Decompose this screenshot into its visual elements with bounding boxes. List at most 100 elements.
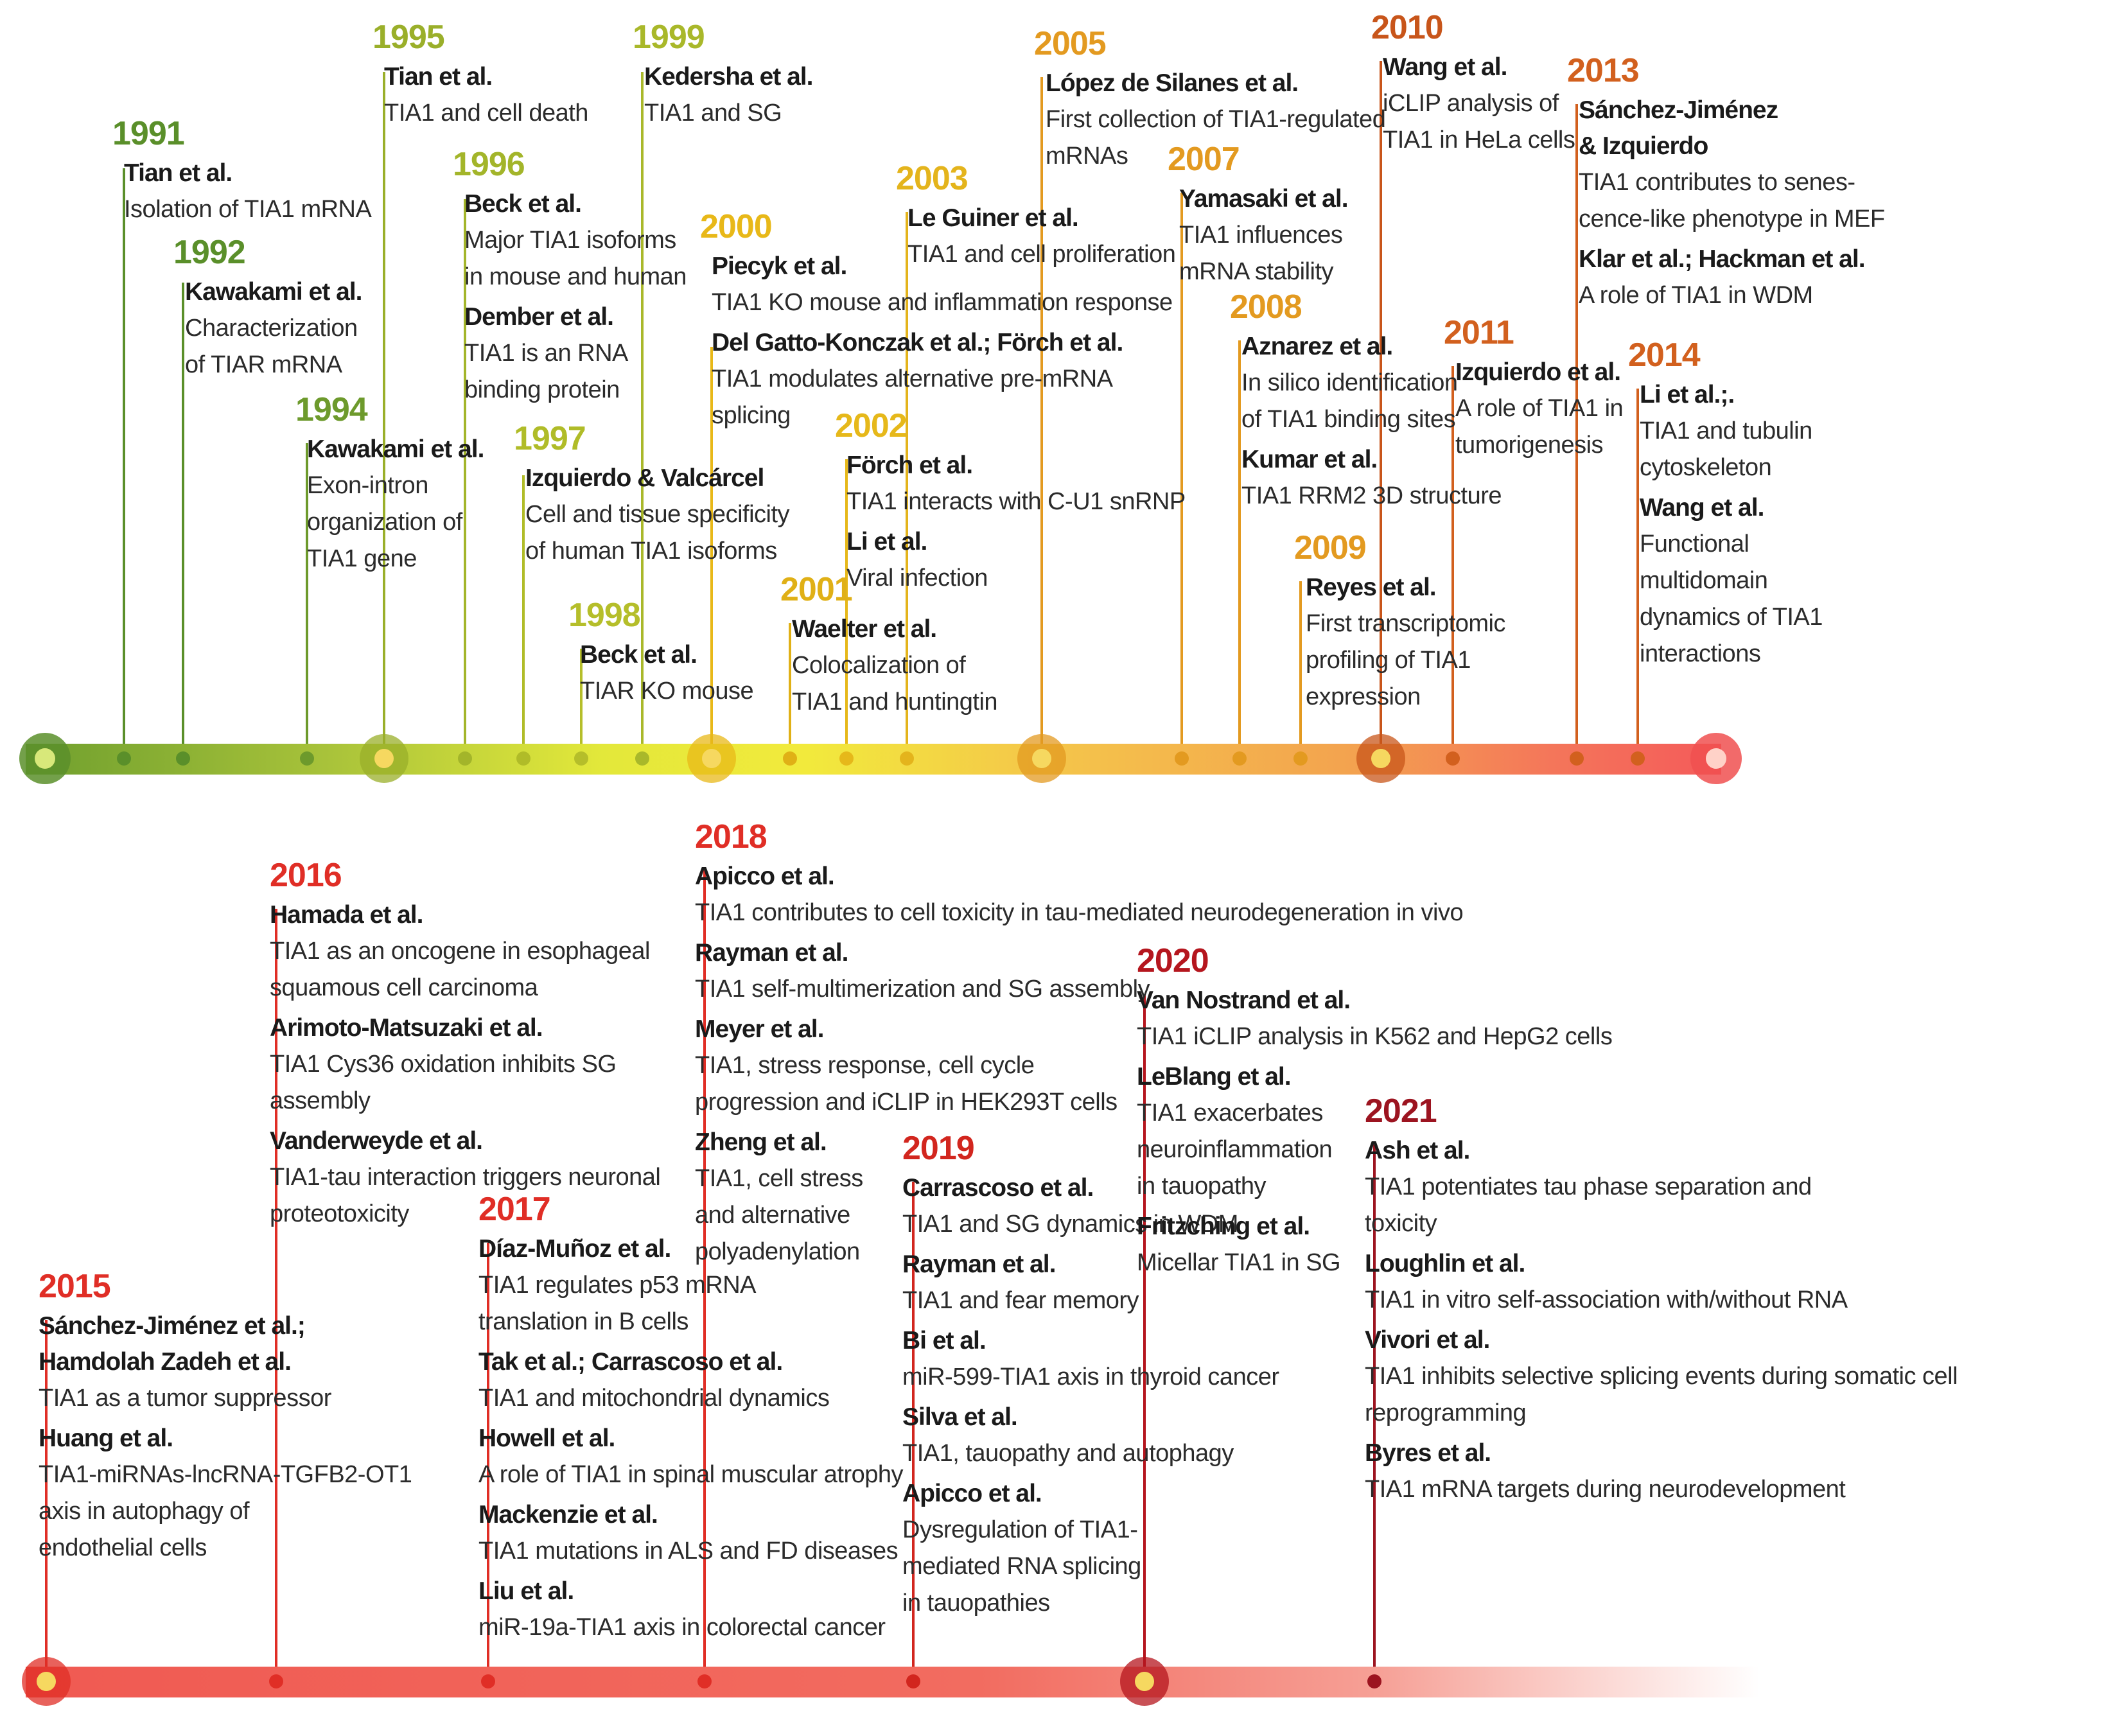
event-2005: 2005 López de Silanes et al. First collect… xyxy=(1034,26,1386,175)
publication-description: TIAR KO mouse xyxy=(580,678,754,705)
event-1998: 1998 Beck et al. TIAR KO mouse xyxy=(568,597,754,710)
timeline-dot-20 xyxy=(37,1672,56,1691)
publication-authors: Díaz-Muñoz et al. xyxy=(478,1235,671,1263)
publication-description: TIA1, stress response, cell cycle progre… xyxy=(695,1052,1118,1116)
publication-description: TIA1 potentiates tau phase separation an… xyxy=(1365,1173,1812,1237)
publication-authors: Tak et al.; Carrascoso et al. xyxy=(478,1348,783,1376)
publication-description: TIA1 as a tumor suppressor xyxy=(39,1385,331,1412)
event-2002: 2002 Förch et al. TIA1 interacts with C-U1… xyxy=(835,408,1186,597)
timeline-dot-22 xyxy=(481,1674,495,1688)
publication-description: A role of TIA1 in tumorigenesis xyxy=(1455,395,1624,459)
publication-authors: Kedersha et al. xyxy=(644,63,813,91)
timeline-dot-5 xyxy=(516,751,530,766)
publication-entry: Waelter et al. Colocalization of TIA1 and… xyxy=(792,611,998,721)
publication-authors: Byres et al. xyxy=(1365,1439,1491,1467)
timeline-dot-11 xyxy=(900,751,914,766)
event-2013: 2013 Sánchez-Jiménez & Izquierdo TIA1 cont… xyxy=(1567,53,1885,314)
event-2000: 2000 Piecyk et al. TIA1 KO mouse and infla… xyxy=(700,209,1173,434)
publication-entry: Zheng et al. TIA1, cell stress and altern… xyxy=(695,1125,1463,1270)
publication-entry: Vanderweyde et al. TIA1-tau interaction t… xyxy=(270,1123,661,1232)
year-label: 1997 xyxy=(514,420,586,457)
publication-entry: Beck et al. TIAR KO mouse xyxy=(580,637,754,710)
publication-description: Major TIA1 isoforms in mouse and human xyxy=(464,227,687,290)
publication-entry: Hamada et al. TIA1 as an oncogene in esop… xyxy=(270,897,660,1006)
bottom-timeline-bar xyxy=(26,1667,1760,1697)
timeline-dot-24 xyxy=(906,1674,920,1688)
publication-entry: Loughlin et al. TIA1 in vitro self-associ… xyxy=(1365,1246,2104,1319)
publication-authors: Ash et al. xyxy=(1365,1137,1470,1164)
year-label: 2019 xyxy=(902,1130,975,1167)
publication-entry: Díaz-Muñoz et al. TIA1 regulates p53 mRNA… xyxy=(478,1231,903,1340)
publication-description: TIA1 and mitochondrial dynamics xyxy=(478,1385,830,1412)
timeline-dot-13 xyxy=(1175,751,1189,766)
publication-entry: Vivori et al. TIA1 inhibits selective spl… xyxy=(1365,1322,2104,1432)
event-1991: 1991 Tian et al. Isolation of TIA1 mRNA xyxy=(112,116,372,228)
publication-entry: Izquierdo et al. A role of TIA1 in tumori… xyxy=(1455,355,1624,464)
publication-authors: Kawakami et al. xyxy=(185,278,362,306)
event-1997: 1997 Izquierdo & Valcárcel Cell and tissue… xyxy=(514,420,790,570)
publication-entry: LeBlang et al. TIA1 exacerbates neuroinfl… xyxy=(1137,1059,1612,1205)
publication-entry: Yamasaki et al. TIA1 influences mRNA stab… xyxy=(1179,181,1349,290)
publication-authors: Fritzching et al. xyxy=(1137,1213,1310,1240)
publication-description: TIA1 exacerbates neuroinflammation in ta… xyxy=(1137,1100,1333,1200)
publication-entry: Tian et al. Isolation of TIA1 mRNA xyxy=(124,155,372,228)
timeline-dot-14 xyxy=(1232,751,1247,766)
publication-authors: Wang et al. xyxy=(1383,53,1507,81)
event-2015: 2015 Sánchez-Jiménez et al.; Hamdolah Zad… xyxy=(39,1268,412,1566)
year-label: 2020 xyxy=(1137,942,1209,979)
publication-entry: Tian et al. TIA1 and cell death xyxy=(384,59,588,132)
publication-description: TIA1-tau interaction triggers neuronal p… xyxy=(270,1164,661,1227)
event-2014: 2014 Li et al.;. TIA1 and tubulin cytoskel… xyxy=(1628,337,1823,672)
publication-description: Cell and tissue specificity of human TIA… xyxy=(525,501,790,565)
publication-entry: Kedersha et al. TIA1 and SG xyxy=(644,59,813,132)
publication-authors: Meyer et al. xyxy=(695,1015,824,1043)
year-label: 1998 xyxy=(568,597,641,634)
publication-description: First collection of TIA1-regulated mRNAs xyxy=(1046,106,1386,170)
event-1999: 1999 Kedersha et al. TIA1 and SG xyxy=(633,19,813,132)
marker-core xyxy=(35,748,55,769)
event-2003: 2003 Le Guiner et al. TIA1 and cell prolif… xyxy=(896,160,1176,273)
year-label: 2009 xyxy=(1294,529,1367,566)
publication-description: TIA1 and SG dynamics in WDM xyxy=(902,1211,1238,1238)
year-label: 2014 xyxy=(1628,337,1701,374)
publication-description: In silico identification of TIA1 binding… xyxy=(1241,369,1458,433)
timeline-dot-26 xyxy=(1367,1674,1381,1688)
publication-authors: Rayman et al. xyxy=(695,939,848,967)
publication-authors: Loughlin et al. xyxy=(1365,1250,1525,1277)
event-1992: 1992 Kawakami et al. Characterization of T… xyxy=(173,234,362,383)
event-2016: 2016 Hamada et al. TIA1 as an oncogene in … xyxy=(270,857,661,1232)
publication-description: TIA1 and tubulin cytoskeleton xyxy=(1640,417,1812,481)
year-label: 2010 xyxy=(1371,9,1444,46)
event-2018: 2018 Apicco et al. TIA1 contributes to cel… xyxy=(695,819,1464,1270)
publication-authors: Izquierdo & Valcárcel xyxy=(525,464,764,492)
event-2007: 2007 Yamasaki et al. TIA1 influences mRNA … xyxy=(1168,141,1349,290)
timeline-dot-9 xyxy=(783,751,797,766)
publication-entry: Förch et al. TIA1 interacts with C-U1 snR… xyxy=(846,448,1186,520)
publication-authors: Beck et al. xyxy=(464,190,582,218)
year-label: 1995 xyxy=(373,19,445,56)
publication-entry: Kumar et al. TIA1 RRM2 3D structure xyxy=(1241,442,1502,514)
publication-authors: Le Guiner et al. xyxy=(907,204,1079,232)
publication-description: TIA1 self-multimerization and SG assembl… xyxy=(695,976,1150,1003)
publication-authors: Vanderweyde et al. xyxy=(270,1127,483,1155)
publication-entry: Sánchez-Jiménez et al.; Hamdolah Zadeh e… xyxy=(39,1308,412,1417)
publication-authors: Waelter et al. xyxy=(792,615,937,643)
year-label: 2001 xyxy=(780,571,853,608)
publication-description: TIA1 mRNA targets during neurodevelopmen… xyxy=(1365,1476,1846,1503)
publication-description: iCLIP analysis of TIA1 in HeLa cells xyxy=(1383,90,1575,153)
publication-description: miR-19a-TIA1 axis in colorectal cancer xyxy=(478,1614,886,1641)
publication-authors: Wang et al. xyxy=(1640,494,1764,522)
timeline-dot-6 xyxy=(574,751,588,766)
publication-entry: Huang et al. TIA1-miRNAs-lncRNA-TGFB2-OT1… xyxy=(39,1421,412,1566)
publication-authors: Arimoto-Matsuzaki et al. xyxy=(270,1014,543,1042)
publication-description: TIA1, tauopathy and autophagy xyxy=(902,1440,1234,1467)
year-label: 2003 xyxy=(896,160,969,197)
year-label: 2021 xyxy=(1365,1092,1437,1130)
publication-authors: Carrascoso et al. xyxy=(902,1174,1094,1202)
publication-description: Functional multidomain dynamics of TIA1 … xyxy=(1640,530,1823,667)
publication-entry: Beck et al. Major TIA1 isoforms in mouse … xyxy=(464,186,687,295)
publication-description: TIA1 and cell proliferation xyxy=(907,241,1176,268)
event-2011: 2011 Izquierdo et al. A role of TIA1 in tu… xyxy=(1444,315,1624,464)
publication-entry: Rayman et al. TIA1 and fear memory xyxy=(902,1247,1279,1319)
year-label: 2000 xyxy=(700,208,773,245)
